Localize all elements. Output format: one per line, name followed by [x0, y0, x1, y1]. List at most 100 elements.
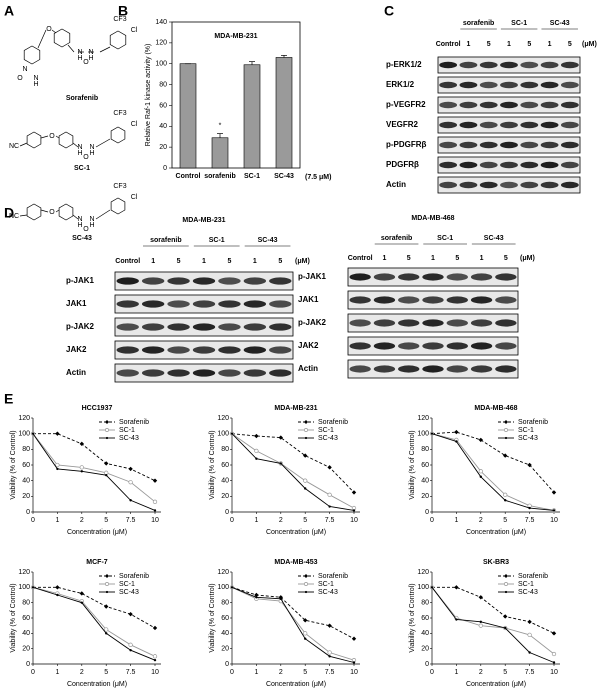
- atom-label: Cl: [131, 121, 138, 128]
- band: [218, 323, 241, 331]
- band: [446, 319, 468, 327]
- band: [446, 365, 468, 373]
- band: [560, 101, 579, 109]
- band: [459, 121, 478, 129]
- x-tick-label: 2: [80, 517, 84, 524]
- chart-title: HCC1937: [82, 405, 113, 412]
- point: [327, 492, 332, 497]
- series-line: [231, 586, 355, 661]
- band: [470, 273, 493, 281]
- blot-row-label: PDGFRβ: [386, 160, 419, 169]
- band: [192, 277, 216, 285]
- x-axis-title: Concentration (μM): [466, 529, 526, 536]
- panel-label: B: [118, 3, 128, 19]
- blot-row-label: Actin: [66, 368, 86, 377]
- point: [104, 627, 109, 632]
- y-tick-label: 80: [159, 81, 167, 88]
- band: [540, 121, 559, 129]
- bond: [51, 29, 57, 34]
- band: [141, 323, 165, 331]
- point: [479, 620, 482, 624]
- band: [167, 300, 190, 308]
- series-line: [432, 586, 555, 634]
- band: [349, 342, 371, 350]
- legend-label: Sorafenib: [518, 419, 548, 426]
- blot-row-label: p-JAK2: [298, 318, 327, 327]
- band: [520, 61, 539, 69]
- chart-title: MDA-MB-231: [214, 33, 257, 40]
- point: [352, 661, 356, 664]
- band: [560, 121, 579, 129]
- ring: [58, 131, 74, 149]
- band: [141, 369, 165, 377]
- point: [152, 499, 158, 504]
- band: [422, 319, 444, 327]
- legend-marker: [105, 582, 109, 586]
- legend-marker: [304, 420, 308, 424]
- x-tick-label: Control: [176, 173, 201, 180]
- group-label: SC-43: [258, 237, 278, 244]
- point: [254, 592, 259, 598]
- band: [500, 181, 518, 189]
- x-tick-label: 7.5: [325, 517, 335, 524]
- band: [520, 121, 539, 129]
- x-tick-label: 10: [151, 517, 159, 524]
- band: [446, 296, 468, 304]
- bond: [19, 214, 28, 217]
- band: [439, 121, 458, 129]
- lane-label: 5: [527, 41, 531, 48]
- bond: [55, 209, 60, 213]
- atom-label: O: [49, 209, 55, 216]
- x-tick-label: 10: [350, 517, 358, 524]
- point: [56, 467, 59, 471]
- point: [254, 433, 259, 439]
- point: [478, 595, 483, 600]
- point: [79, 441, 84, 447]
- band: [243, 369, 267, 377]
- y-tick-label: 0: [163, 165, 167, 172]
- legend-marker: [304, 436, 308, 440]
- band: [116, 323, 139, 331]
- band: [439, 101, 458, 109]
- band: [479, 61, 498, 69]
- lane-label: Control: [436, 41, 461, 48]
- band: [398, 342, 420, 350]
- series-line: [32, 433, 156, 503]
- band: [459, 81, 478, 89]
- band: [459, 101, 478, 109]
- band: [560, 181, 579, 189]
- chart-title: MDA-MB-231: [274, 405, 317, 412]
- y-tick-label: 120: [217, 415, 229, 422]
- lane-label: 1: [431, 255, 435, 262]
- x-tick-label: 0: [230, 669, 234, 676]
- band: [269, 323, 292, 331]
- x-tick-label: 2: [80, 669, 84, 676]
- band: [520, 161, 539, 169]
- atom-label: O: [17, 75, 23, 82]
- bond: [95, 138, 111, 148]
- legend-label: SC-1: [119, 427, 135, 434]
- bond: [37, 29, 47, 49]
- point: [478, 623, 483, 628]
- point: [153, 509, 157, 512]
- series-line: [33, 433, 156, 482]
- blot-row-label: JAK2: [66, 345, 87, 354]
- atom-label: N: [89, 144, 94, 151]
- compound-name: SC-1: [74, 165, 90, 172]
- point: [328, 655, 331, 658]
- atom-label: H: [77, 222, 82, 229]
- y-tick-label: 100: [217, 431, 229, 438]
- bond: [67, 44, 75, 53]
- band: [218, 300, 241, 308]
- y-tick-label: 80: [22, 446, 30, 453]
- point: [79, 465, 84, 470]
- band: [116, 346, 139, 354]
- y-axis-title: Viability (% of Control): [209, 583, 216, 652]
- point: [104, 604, 109, 609]
- atom-label: O: [83, 59, 89, 66]
- series-line: [32, 433, 156, 511]
- y-tick-label: 60: [421, 462, 429, 469]
- band: [192, 300, 216, 308]
- lane-label: 5: [487, 41, 491, 48]
- bar: [211, 137, 229, 169]
